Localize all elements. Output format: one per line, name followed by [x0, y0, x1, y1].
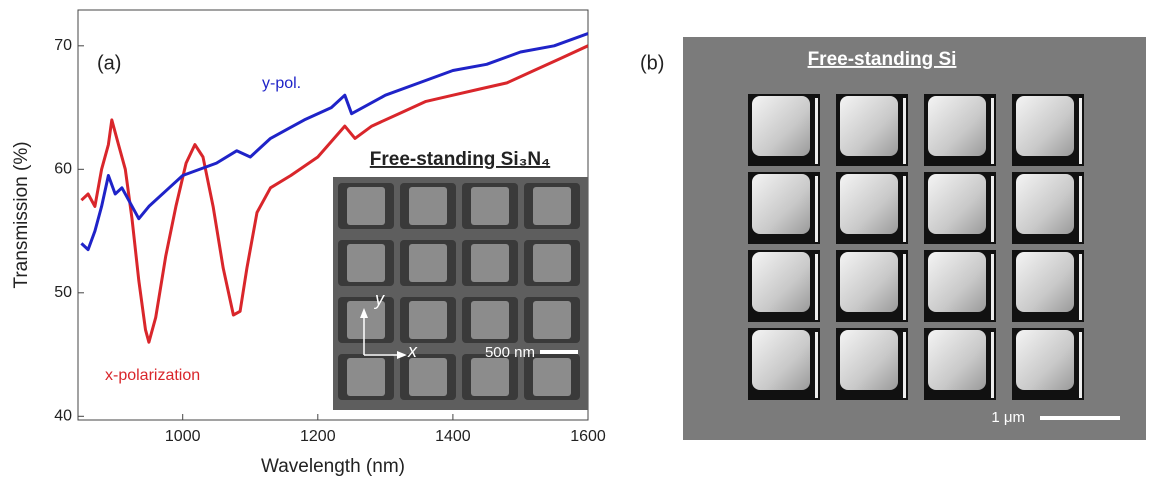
slit	[1079, 254, 1082, 320]
pillar	[928, 96, 986, 156]
pillar	[928, 174, 986, 234]
pillar	[1016, 174, 1074, 234]
slit	[815, 254, 818, 320]
pillar	[1016, 330, 1074, 390]
slit	[1079, 332, 1082, 398]
inset: Free-standing Si₃N₄ 500 nm y x	[333, 149, 588, 410]
slit	[1079, 98, 1082, 164]
pillar	[409, 187, 447, 225]
slit	[991, 332, 994, 398]
pillar	[752, 252, 810, 312]
slit	[903, 98, 906, 164]
pillar	[471, 358, 509, 396]
panel-label: (a)	[97, 52, 121, 74]
x-tick-label: 1400	[435, 428, 471, 445]
pillar	[533, 358, 571, 396]
slit	[815, 176, 818, 242]
pillar	[928, 252, 986, 312]
pillar	[533, 301, 571, 339]
slit	[1079, 176, 1082, 242]
pillar	[409, 358, 447, 396]
pillar	[409, 244, 447, 282]
scale-bar-label: 1 μm	[991, 409, 1025, 426]
slit	[991, 176, 994, 242]
pillar	[840, 252, 898, 312]
pillar	[928, 330, 986, 390]
figure: 1000 1200 1400 1600 40 50 60 70 x-polarization y-…	[0, 0, 1150, 477]
y-tick-label: 70	[54, 37, 72, 54]
slit	[991, 98, 994, 164]
pillar	[347, 187, 385, 225]
panel-b: (b) Free-standing Si 1 μm	[640, 37, 1146, 440]
pillar	[840, 330, 898, 390]
pillar	[471, 244, 509, 282]
series-label: y-pol.	[262, 75, 301, 92]
y-tick-label: 40	[54, 408, 72, 425]
panel-label: (b)	[640, 52, 664, 74]
y-axis-label: Transmission (%)	[11, 141, 32, 288]
pillar	[533, 187, 571, 225]
x-arrow-label: x	[407, 341, 418, 361]
slit	[991, 254, 994, 320]
pillar	[409, 301, 447, 339]
panel-b-title: Free-standing Si	[808, 49, 957, 70]
y-tick-label: 50	[54, 284, 72, 301]
pillar	[752, 96, 810, 156]
pillar	[347, 358, 385, 396]
slit	[815, 332, 818, 398]
pillar	[471, 187, 509, 225]
x-tick-label: 1600	[570, 428, 606, 445]
pillar	[840, 174, 898, 234]
slit	[903, 254, 906, 320]
series-label: x-polarization	[105, 367, 200, 384]
slit	[815, 98, 818, 164]
pillar	[752, 174, 810, 234]
scale-bar-label: 500 nm	[485, 344, 535, 361]
x-tick-label: 1200	[300, 428, 336, 445]
pillar	[1016, 252, 1074, 312]
inset-title: Free-standing Si₃N₄	[370, 149, 550, 170]
x-tick-label: 1000	[165, 428, 201, 445]
pillar	[840, 96, 898, 156]
x-axis-label: Wavelength (nm)	[261, 456, 405, 477]
pillar	[1016, 96, 1074, 156]
slit	[903, 176, 906, 242]
pillar	[533, 244, 571, 282]
y-arrow-label: y	[373, 289, 385, 309]
pillar	[347, 244, 385, 282]
pillar	[471, 301, 509, 339]
y-tick-label: 60	[54, 161, 72, 178]
slit	[903, 332, 906, 398]
pillar	[752, 330, 810, 390]
